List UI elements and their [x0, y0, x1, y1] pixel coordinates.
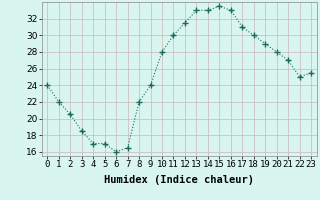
X-axis label: Humidex (Indice chaleur): Humidex (Indice chaleur): [104, 175, 254, 185]
